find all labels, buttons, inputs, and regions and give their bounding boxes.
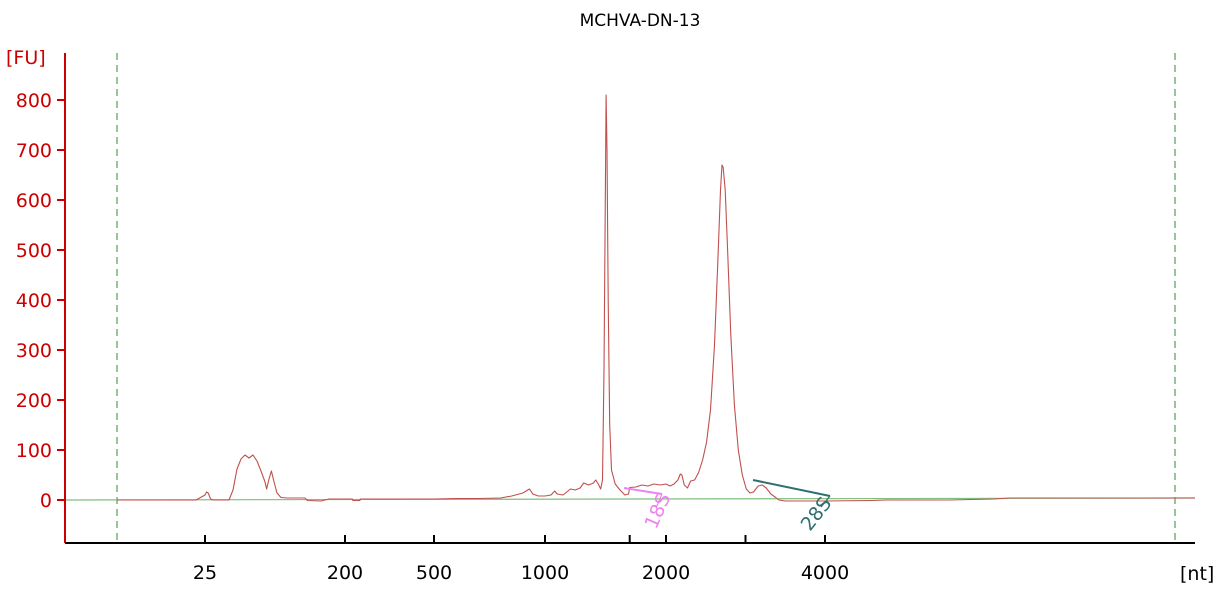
series-trace — [117, 94, 1195, 502]
marker-18s-label: 18S — [640, 490, 675, 532]
x-tick-label: 500 — [416, 562, 452, 584]
y-tick-label: 200 — [16, 390, 52, 412]
x-tick-label: 1000 — [521, 562, 569, 584]
marker-18s-connector — [655, 493, 663, 509]
x-axis-unit-label: [nt] — [1180, 563, 1214, 585]
chart-title: MCHVA-DN-13 — [580, 11, 701, 31]
y-axis-unit-label: [FU] — [6, 47, 46, 69]
y-tick-label: 0 — [40, 490, 52, 512]
y-tick-label: 300 — [16, 340, 52, 362]
y-tick-label: 400 — [16, 290, 52, 312]
y-tick-label: 600 — [16, 190, 52, 212]
x-tick-label: 2000 — [642, 562, 690, 584]
marker-28s-baseline — [752, 479, 831, 497]
y-tick-label: 800 — [16, 90, 52, 112]
x-tick-label: 4000 — [801, 562, 849, 584]
y-tick-label: 700 — [16, 140, 52, 162]
marker-28s-connector — [820, 495, 831, 508]
y-tick-label: 100 — [16, 440, 52, 462]
marker-18s-baseline — [623, 487, 663, 495]
y-tick-label: 500 — [16, 240, 52, 262]
x-tick-label: 200 — [327, 562, 363, 584]
x-tick-label: 25 — [193, 562, 217, 584]
